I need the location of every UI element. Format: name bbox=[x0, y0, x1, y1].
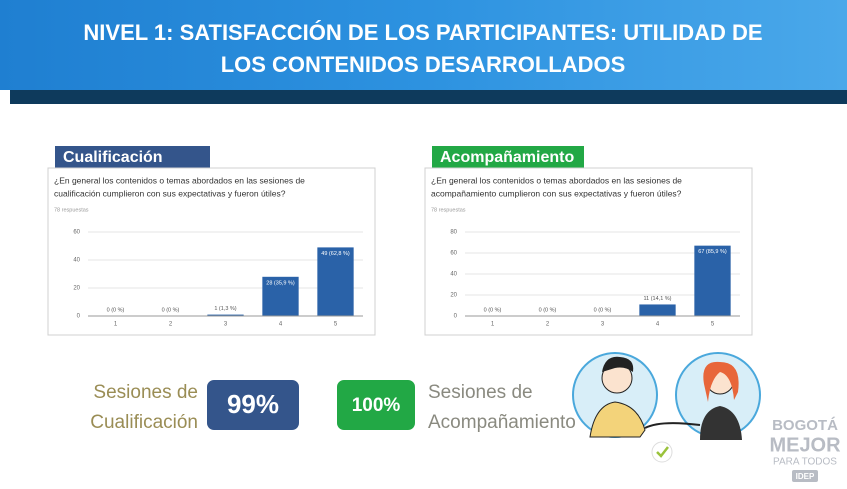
header-bar bbox=[10, 90, 847, 104]
chart-title: ¿En general los contenidos o temas abord… bbox=[54, 175, 305, 185]
logo-text: BOGOTÁ bbox=[772, 417, 838, 434]
logo-text: MEJOR bbox=[769, 434, 841, 456]
value-label: 67 (85,9 %) bbox=[698, 249, 727, 255]
value-label: 0 (0 %) bbox=[539, 307, 557, 313]
summary-label: Cualificación bbox=[90, 412, 198, 433]
illustration bbox=[573, 353, 760, 462]
slide: NIVEL 1: SATISFACCIÓN DE LOS PARTICIPANT… bbox=[0, 0, 847, 489]
header-title: LOS CONTENIDOS DESARROLLADOS bbox=[221, 52, 626, 77]
chart-subtitle: 78 respuestas bbox=[431, 207, 466, 213]
value-label: 28 (35,9 %) bbox=[266, 280, 295, 286]
y-tick-label: 20 bbox=[73, 286, 80, 292]
value-label: 1 (1,3 %) bbox=[214, 306, 236, 312]
summary-label: Acompañamiento bbox=[428, 412, 576, 433]
value-label: 0 (0 %) bbox=[594, 307, 612, 313]
value-label: 0 (0 %) bbox=[162, 307, 180, 313]
summary-value: 100% bbox=[352, 395, 401, 416]
bar bbox=[639, 304, 675, 316]
value-label: 11 (14,1 %) bbox=[643, 296, 671, 302]
y-tick-label: 40 bbox=[450, 272, 457, 278]
summary-value: 99% bbox=[227, 389, 279, 419]
chart-title: acompañamiento cumplieron con sus expect… bbox=[431, 188, 682, 198]
logo-badge-text: IDEP bbox=[796, 472, 815, 481]
chart-title: ¿En general los contenidos o temas abord… bbox=[431, 175, 682, 185]
y-tick-label: 20 bbox=[450, 293, 457, 299]
y-tick-label: 60 bbox=[73, 230, 80, 236]
page: NIVEL 1: SATISFACCIÓN DE LOS PARTICIPANT… bbox=[0, 0, 847, 489]
section-title: Cualificación bbox=[63, 149, 163, 166]
value-label: 0 (0 %) bbox=[484, 307, 502, 313]
y-tick-label: 40 bbox=[73, 258, 80, 264]
header-title: NIVEL 1: SATISFACCIÓN DE LOS PARTICIPANT… bbox=[83, 20, 762, 45]
bar bbox=[317, 247, 353, 316]
value-label: 0 (0 %) bbox=[107, 307, 125, 313]
section-title: Acompañamiento bbox=[440, 149, 574, 166]
bar bbox=[694, 246, 730, 316]
y-tick-label: 80 bbox=[450, 230, 457, 236]
chart-title: cualificación cumplieron con sus expecta… bbox=[54, 188, 286, 198]
chart-subtitle: 78 respuestas bbox=[54, 207, 89, 213]
logo-text: PARA TODOS bbox=[773, 457, 837, 468]
summary-label: Sesiones de bbox=[428, 382, 533, 403]
y-tick-label: 60 bbox=[450, 251, 457, 257]
summary-label: Sesiones de bbox=[93, 382, 198, 403]
value-label: 49 (62,8 %) bbox=[321, 251, 350, 257]
